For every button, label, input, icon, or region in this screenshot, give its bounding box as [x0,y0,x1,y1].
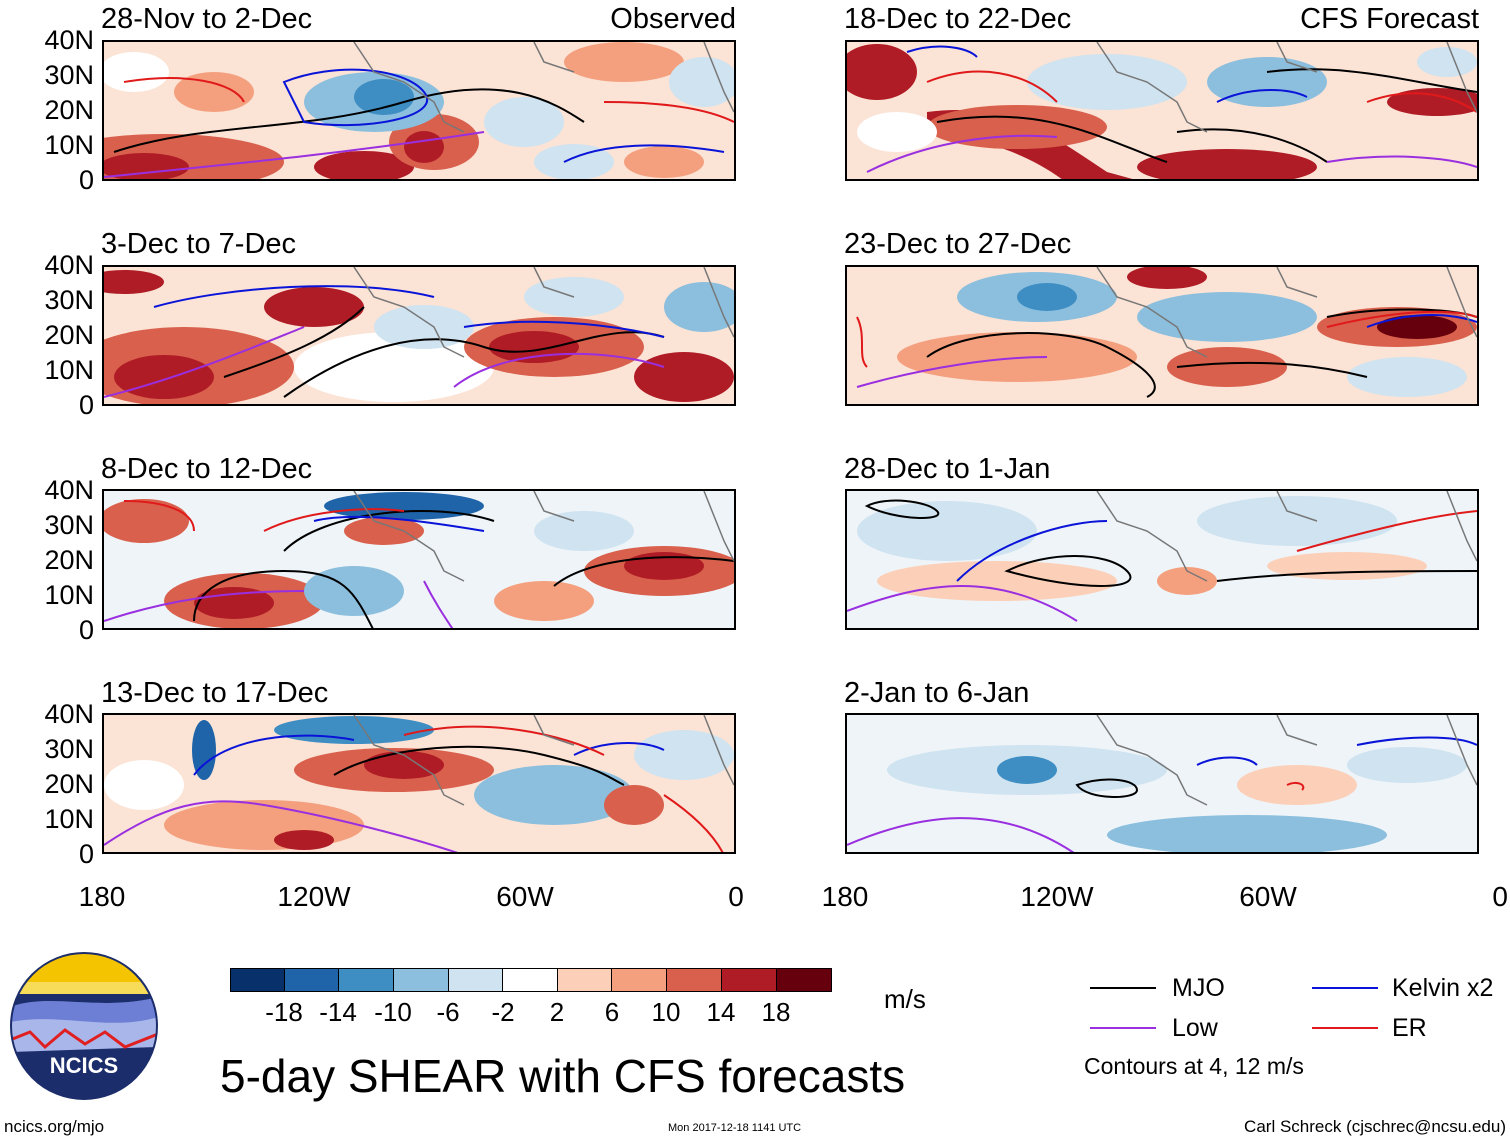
x-tick-0: 0 [1492,881,1508,912]
legend-label-kelvin: Kelvin x2 [1392,974,1494,1002]
colorbar-label: 14 [706,997,736,1027]
footer-credit: Carl Schreck (cjschrec@ncsu.edu) [1244,1117,1506,1136]
panel-title-fc-3: 28-Dec to 1-Jan [844,453,1051,485]
colorbar-swatch-4 [393,968,449,992]
legend-line-low [1090,1027,1156,1029]
colorbar-label: 2 [549,997,565,1027]
panel-title-obs-1: 28-Nov to 2-Dec [101,3,313,35]
shear-field-graphic [847,267,1477,404]
map-observed-2 [102,265,736,406]
colorbar-label: -6 [436,997,460,1027]
panel-title-obs-4: 13-Dec to 17-Dec [101,677,329,709]
shear-field-graphic [847,715,1477,852]
y-tick-10n: 10N [44,355,94,385]
colorbar-swatch-2 [284,968,339,992]
y-tick-10n: 10N [44,804,94,834]
legend-line-kelvin [1312,987,1378,989]
footer-timestamp: Mon 2017-12-18 1141 UTC [668,1122,802,1134]
y-tick-0: 0 [78,165,94,195]
y-tick-20n: 20N [44,769,94,799]
y-tick-30n: 30N [44,285,94,315]
logo-text: NCICS [49,1053,119,1078]
legend-label-mjo: MJO [1172,974,1225,1002]
legend-label-er: ER [1392,1014,1427,1042]
ncics-logo-graphic [10,952,158,1100]
colorbar-swatch-1 [230,968,285,992]
y-tick-20n: 20N [44,95,94,125]
y-tick-30n: 30N [44,60,94,90]
panel-title-fc-4: 2-Jan to 6-Jan [844,677,1030,709]
map-observed-4 [102,713,736,854]
legend-line-mjo [1090,987,1156,989]
y-tick-40n: 40N [44,475,94,505]
colorbar-label: -14 [319,997,357,1027]
map-observed-3 [102,489,736,630]
x-tick-0: 0 [728,881,744,912]
panel-title-fc-2: 23-Dec to 27-Dec [844,228,1072,260]
shear-field-graphic [104,715,734,852]
y-tick-30n: 30N [44,734,94,764]
x-tick-60w: 60W [1239,881,1297,912]
shear-field-graphic [847,491,1477,628]
footer-url-link[interactable]: ncics.org/mjo [4,1117,105,1136]
y-tick-20n: 20N [44,320,94,350]
x-tick-60w: 60W [496,881,554,912]
colorbar-swatch-8 [611,968,667,992]
legend-label-low: Low [1172,1014,1218,1042]
colorbar-units: m/s [884,984,926,1014]
y-tick-0: 0 [78,839,94,869]
colorbar-swatch-11 [776,968,832,992]
colorbar-swatch-6 [502,968,558,992]
y-tick-20n: 20N [44,545,94,575]
colorbar [230,968,832,992]
legend-contour-note: Contours at 4, 12 m/s [1084,1053,1304,1079]
shear-field-graphic [104,267,734,404]
panel-title-obs-2: 3-Dec to 7-Dec [101,228,297,260]
colorbar-label: -2 [491,997,515,1027]
colorbar-swatch-10 [721,968,777,992]
colorbar-label: 10 [651,997,681,1027]
panel-tag-observed: Observed [610,3,736,35]
colorbar-swatch-5 [448,968,503,992]
colorbar-swatch-3 [338,968,394,992]
y-tick-40n: 40N [44,699,94,729]
shear-field-graphic [847,42,1477,179]
y-tick-0: 0 [78,615,94,645]
colorbar-swatch-9 [666,968,722,992]
colorbar-label: 6 [604,997,620,1027]
y-tick-10n: 10N [44,580,94,610]
colorbar-label: -10 [374,997,412,1027]
x-tick-180: 180 [78,881,126,912]
y-tick-0: 0 [78,390,94,420]
map-forecast-3 [845,489,1479,630]
x-tick-120w: 120W [1020,881,1094,912]
x-tick-120w: 120W [277,881,351,912]
colorbar-label: 18 [761,997,791,1027]
y-tick-40n: 40N [44,250,94,280]
colorbar-label: -18 [265,997,303,1027]
shear-field-graphic [104,42,734,179]
ncics-logo: NCICS [10,952,158,1100]
map-forecast-2 [845,265,1479,406]
legend-line-er [1312,1027,1378,1029]
shear-field-graphic [104,491,734,628]
panel-title-obs-3: 8-Dec to 12-Dec [101,453,313,485]
y-tick-30n: 30N [44,510,94,540]
y-tick-40n: 40N [44,25,94,55]
panel-title-fc-1: 18-Dec to 22-Dec [844,3,1072,35]
map-observed-1 [102,40,736,181]
y-tick-10n: 10N [44,130,94,160]
panel-tag-cfs-forecast: CFS Forecast [1300,3,1479,35]
colorbar-swatch-7 [557,968,612,992]
map-forecast-4 [845,713,1479,854]
x-tick-180: 180 [821,881,869,912]
main-title: 5-day SHEAR with CFS forecasts [220,1050,906,1102]
map-forecast-1 [845,40,1479,181]
